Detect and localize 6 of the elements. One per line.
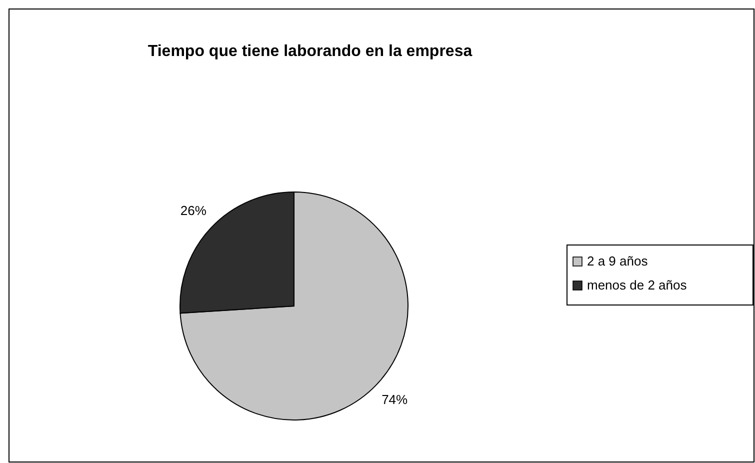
data-label: 74% — [382, 392, 408, 407]
legend-label: 2 a 9 años — [587, 253, 648, 268]
chart-title: Tiempo que tiene laborando en la empresa — [148, 43, 472, 60]
data-label: 26% — [180, 202, 207, 218]
pie-slice — [180, 192, 408, 420]
legend-label: menos de 2 años — [587, 277, 688, 292]
